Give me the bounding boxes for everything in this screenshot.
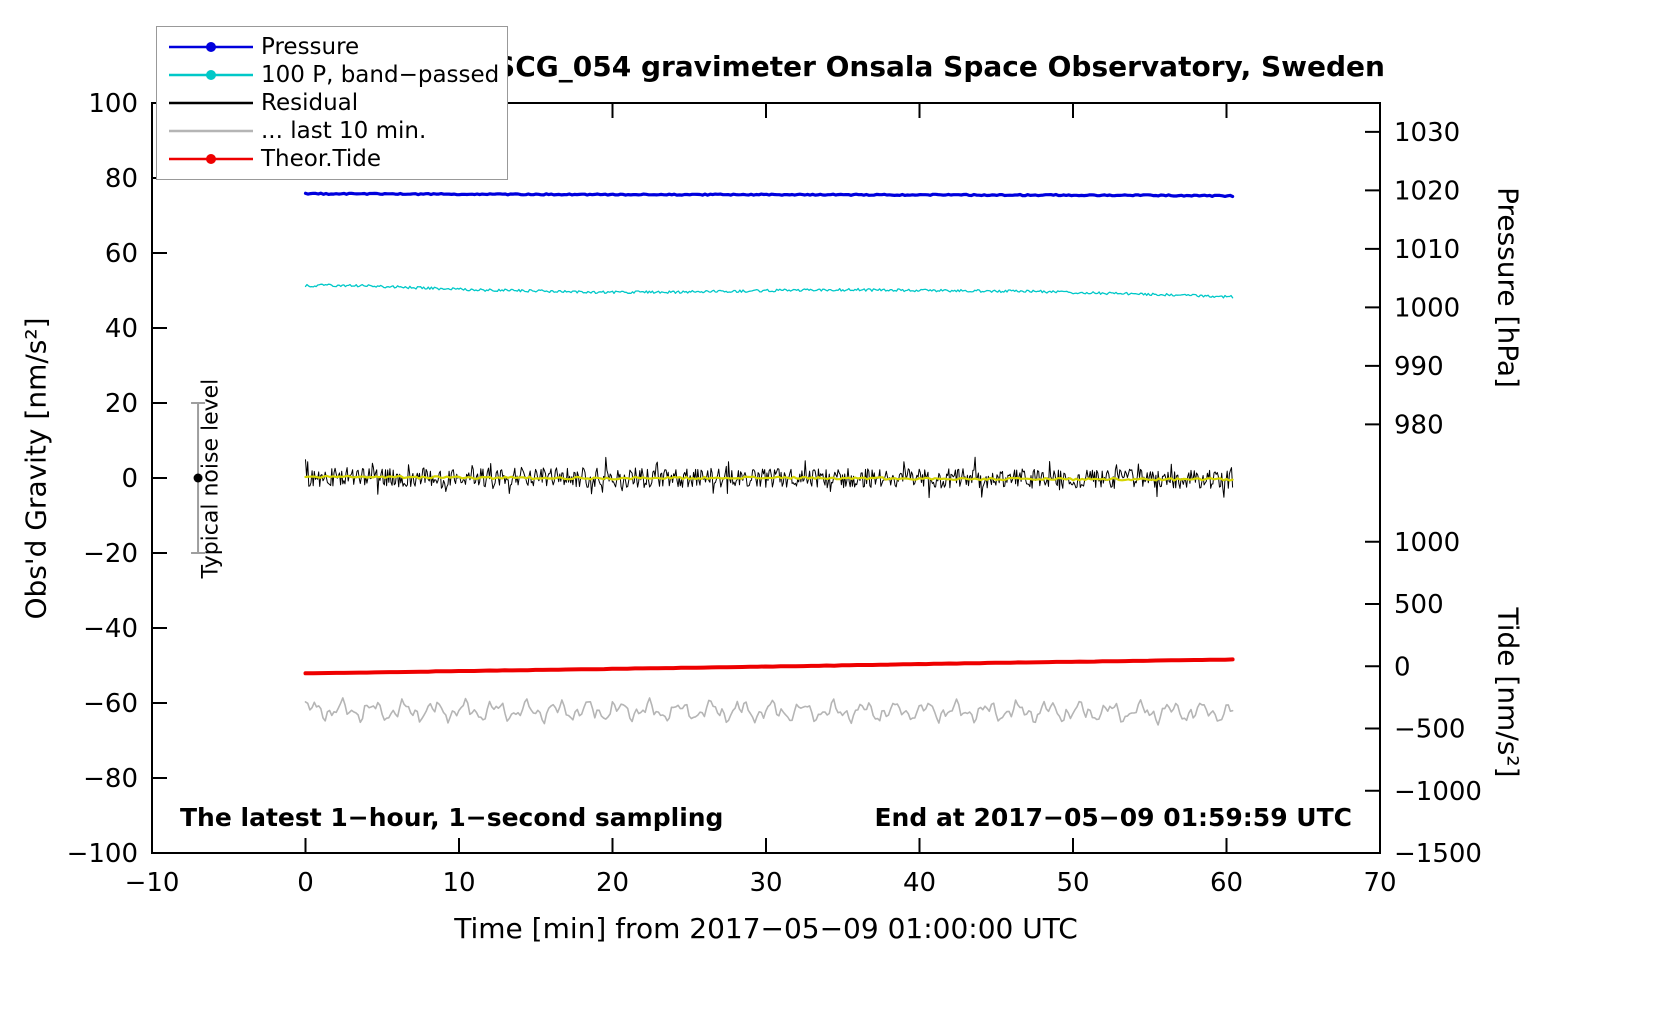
legend-label: ... last 10 min.	[261, 118, 427, 144]
y-tick-label: 20	[105, 389, 138, 419]
x-tick-label: 0	[297, 868, 314, 898]
y-tick-label: 60	[105, 239, 138, 269]
tide-tick-label: −500	[1394, 715, 1465, 745]
y-tick-label: −100	[67, 839, 138, 869]
y-tick-label: 0	[121, 464, 138, 494]
end-time-note: End at 2017−05−09 01:59:59 UTC	[874, 803, 1352, 832]
y-tick-label: 40	[105, 314, 138, 344]
series-residual-smoothed	[304, 474, 1234, 482]
y-tick-label: −80	[83, 764, 138, 794]
pressure-tick-label: 980	[1394, 410, 1444, 440]
legend-label: 100 P, band−passed	[261, 62, 500, 88]
pressure-axis-label: Pressure [hPa]	[1491, 187, 1525, 388]
legend-label: Residual	[261, 90, 359, 116]
legend-marker-dot-line-icon	[161, 67, 261, 83]
noise-level-label: Typical noise level	[198, 378, 224, 579]
legend-label: Theor.Tide	[261, 146, 381, 172]
series-theor-tide	[303, 657, 1235, 676]
y-tick-label: −20	[83, 539, 138, 569]
sampling-note: The latest 1−hour, 1−second sampling	[180, 803, 724, 832]
x-tick-label: 30	[749, 868, 782, 898]
y-tick-label: 100	[88, 89, 138, 119]
y-tick-label: −60	[83, 689, 138, 719]
noise-errorbar-dot	[193, 473, 203, 483]
pressure-tick-label: 990	[1394, 352, 1444, 382]
legend: Pressure 100 P, band−passed Residual... la…	[156, 26, 508, 180]
legend-marker-line-icon	[161, 95, 261, 111]
tide-tick-label: 1000	[1394, 528, 1460, 558]
series-100-p-band-passed	[304, 283, 1234, 299]
y-tick-label: −40	[83, 614, 138, 644]
x-axis-label: Time [min] from 2017−05−09 01:00:00 UTC	[454, 912, 1078, 945]
legend-marker-line-icon	[161, 123, 261, 139]
series-pressure	[303, 191, 1235, 199]
legend-item: 100 P, band−passed	[161, 61, 503, 89]
legend-item: Theor.Tide	[161, 145, 503, 173]
x-tick-label: 40	[903, 868, 936, 898]
legend-marker-dot-line-icon	[161, 151, 261, 167]
x-tick-label: 70	[1363, 868, 1396, 898]
series--last-10-min-	[304, 697, 1234, 726]
tide-tick-label: 500	[1394, 590, 1444, 620]
pressure-tick-label: 1000	[1394, 293, 1460, 323]
x-tick-label: 10	[442, 868, 475, 898]
chart-title: SCG_054 gravimeter Onsala Space Observat…	[495, 50, 1385, 83]
x-tick-label: 20	[596, 868, 629, 898]
legend-label: Pressure	[261, 34, 360, 60]
x-tick-label: 50	[1056, 868, 1089, 898]
x-tick-label: −10	[125, 868, 180, 898]
left-y-axis-label: Obs'd Gravity [nm/s²]	[19, 317, 53, 620]
pressure-tick-label: 1030	[1394, 118, 1460, 148]
tide-tick-label: −1000	[1394, 777, 1482, 807]
legend-item: Pressure	[161, 33, 503, 61]
tide-tick-label: 0	[1394, 652, 1411, 682]
pressure-tick-label: 1020	[1394, 176, 1460, 206]
legend-item: ... last 10 min.	[161, 117, 503, 145]
tide-axis-label: Tide [nm/s²]	[1491, 607, 1525, 778]
legend-marker-dot-line-icon	[161, 39, 261, 55]
tide-tick-label: −1500	[1394, 839, 1482, 869]
plot-frame	[151, 102, 1381, 854]
legend-item: Residual	[161, 89, 503, 117]
x-tick-label: 60	[1210, 868, 1243, 898]
pressure-tick-label: 1010	[1394, 235, 1460, 265]
y-tick-label: 80	[105, 164, 138, 194]
